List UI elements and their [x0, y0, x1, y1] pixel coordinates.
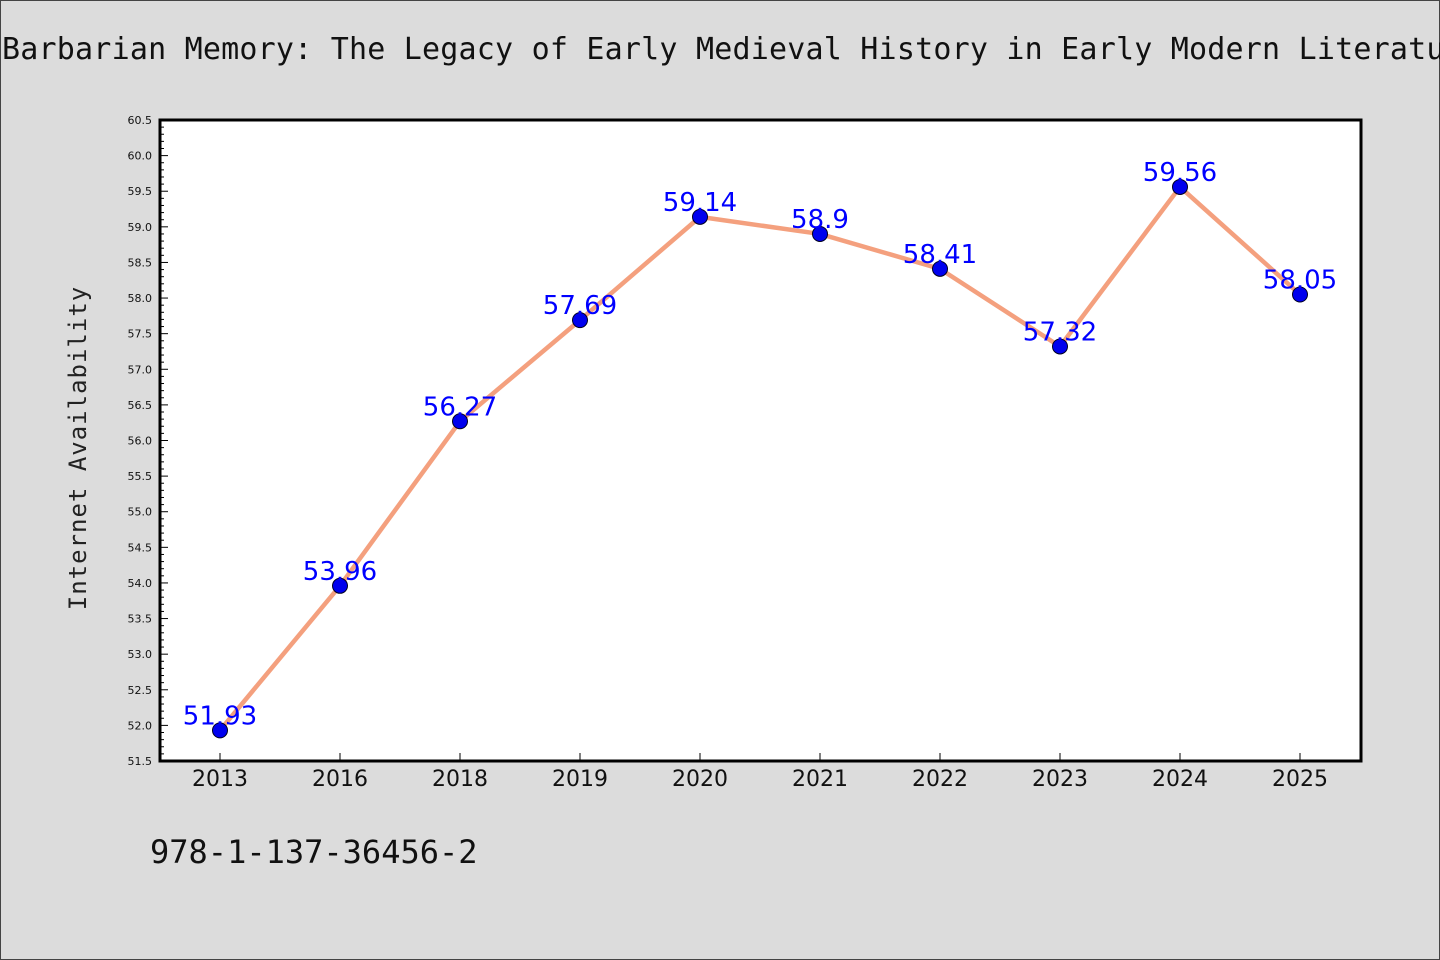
data-point — [692, 208, 708, 225]
y-tick-label: 52.5 — [128, 684, 153, 697]
y-tick-label: 60.5 — [128, 114, 153, 127]
data-point — [932, 260, 948, 277]
y-tick-label: 59.0 — [128, 221, 153, 234]
series-line — [218, 184, 1302, 732]
y-tick-label: 52.0 — [128, 719, 153, 732]
y-tick-label: 60.0 — [128, 150, 153, 163]
x-tick-label: 2019 — [552, 767, 608, 792]
y-tick-label: 55.5 — [128, 470, 153, 483]
x-axis: 2013 2016 2018 2019 2020 2021 2022 2023 2024 2025 — [192, 753, 1328, 792]
data-label: 51.93 — [183, 701, 257, 731]
y-axis: 51.5 52.0 52.5 53.0 53.5 54.0 54.5 55.0 55.5 56.0… — [128, 114, 168, 768]
data-point — [332, 577, 348, 594]
data-label: 56.27 — [423, 392, 497, 422]
x-tick-label: 2021 — [792, 767, 848, 792]
isbn-label: 978-1-137-36456-2 — [150, 833, 478, 871]
y-tick-label: 59.5 — [128, 185, 153, 198]
y-tick-label: 51.5 — [128, 755, 153, 768]
data-point — [212, 722, 228, 739]
y-tick-label: 53.5 — [128, 613, 153, 626]
y-tick-label: 56.5 — [128, 399, 153, 412]
y-axis-label: Internet Availability — [64, 286, 92, 610]
y-tick-label: 56.0 — [128, 435, 153, 448]
x-tick-label: 2024 — [1152, 767, 1208, 792]
data-point — [452, 413, 468, 430]
y-tick-label: 54.5 — [128, 541, 153, 554]
data-labels: 51.93 53.96 56.27 57.69 59.14 58.9 58.41 57.32 5… — [183, 158, 1337, 731]
data-label: 58.41 — [903, 240, 977, 270]
y-tick-label: 53.0 — [128, 648, 153, 661]
y-tick-label: 55.0 — [128, 506, 153, 519]
y-tick-label: 58.5 — [128, 256, 153, 269]
plot-area — [158, 118, 1363, 763]
x-tick-label: 2013 — [192, 767, 248, 792]
data-point — [1172, 178, 1188, 195]
data-label: 58.9 — [791, 205, 849, 235]
data-point — [1292, 286, 1308, 303]
data-label: 59.56 — [1143, 158, 1217, 188]
x-tick-label: 2025 — [1272, 767, 1328, 792]
data-label: 53.96 — [303, 557, 377, 587]
x-tick-label: 2018 — [432, 767, 488, 792]
data-label: 57.32 — [1023, 317, 1097, 347]
data-point — [572, 312, 588, 329]
x-tick-label: 2022 — [912, 767, 968, 792]
data-label: 59.14 — [663, 188, 737, 218]
data-label: 57.69 — [543, 291, 617, 321]
data-points — [212, 178, 1308, 739]
x-tick-label: 2023 — [1032, 767, 1088, 792]
x-tick-label: 2020 — [672, 767, 728, 792]
y-tick-label: 58.0 — [128, 292, 153, 305]
data-point — [1052, 338, 1068, 355]
y-tick-label: 54.0 — [128, 577, 153, 590]
y-tick-label: 57.0 — [128, 363, 153, 376]
data-point — [812, 225, 828, 242]
data-label: 58.05 — [1263, 265, 1337, 295]
chart-title: Barbarian Memory: The Legacy of Early Me… — [2, 32, 1440, 67]
x-tick-label: 2016 — [312, 767, 368, 792]
y-tick-label: 57.5 — [128, 328, 153, 341]
